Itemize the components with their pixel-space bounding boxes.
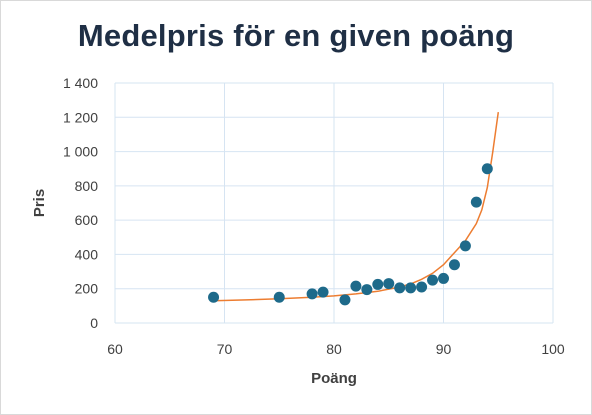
data-point (361, 284, 373, 296)
y-tick-label: 200 (75, 281, 99, 297)
y-tick-label: 1 000 (63, 144, 98, 160)
y-tick-label: 0 (90, 315, 98, 331)
data-point (306, 288, 318, 300)
data-point (350, 280, 362, 292)
data-point (317, 286, 329, 298)
y-tick-label: 400 (75, 246, 99, 262)
y-tick-label: 1 400 (63, 75, 98, 91)
y-tick-label: 1 200 (63, 109, 98, 125)
data-point (481, 163, 493, 175)
data-point (405, 282, 417, 294)
x-tick-label: 60 (107, 341, 123, 357)
data-point (416, 281, 428, 293)
data-point (448, 259, 460, 271)
chart-title: Medelpris för en given poäng (77, 18, 515, 53)
x-axis-title: Poäng (311, 370, 357, 387)
data-point (470, 196, 482, 208)
data-point (394, 282, 406, 294)
data-point (339, 294, 351, 306)
y-tick-label: 600 (75, 212, 99, 228)
trendline (213, 111, 500, 302)
y-axis-title: Pris (31, 189, 48, 217)
x-tick-label: 70 (217, 341, 233, 357)
y-tick-labels: 0 200 400 600 800 1 000 1 200 1 400 (63, 75, 98, 331)
y-tick-label: 800 (75, 178, 99, 194)
trendline-layer (213, 111, 500, 302)
data-point (438, 272, 449, 284)
data-point (459, 240, 471, 252)
data-point (383, 278, 395, 290)
data-point (208, 291, 220, 303)
x-tick-label: 80 (326, 341, 342, 357)
data-point (273, 291, 285, 303)
x-tick-label: 90 (436, 341, 452, 357)
grid-lines (114, 82, 554, 324)
x-tick-labels: 60 70 80 90 100 (107, 341, 565, 357)
data-point (427, 274, 439, 286)
x-tick-label: 100 (541, 341, 565, 357)
data-points (208, 163, 493, 306)
data-point (372, 278, 384, 290)
